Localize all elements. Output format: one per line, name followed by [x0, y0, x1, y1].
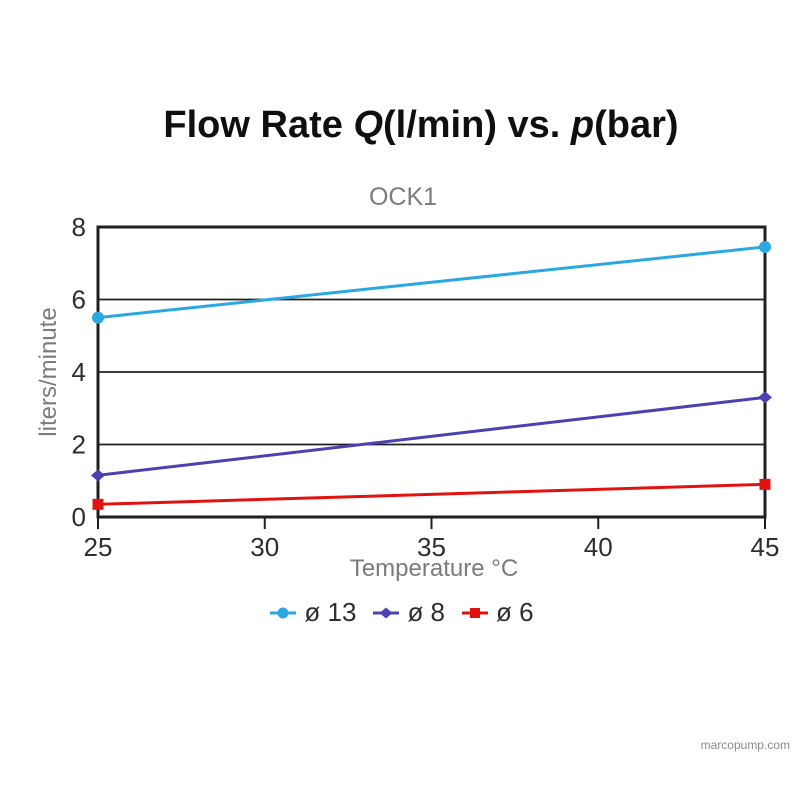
legend-label: ø 8 — [407, 597, 446, 627]
y-tick-label: 2 — [72, 430, 86, 460]
y-tick-label: 0 — [72, 502, 86, 532]
legend-item: ø 13 — [269, 597, 356, 628]
data-point-marker — [759, 478, 771, 490]
x-tick-label: 35 — [417, 532, 446, 562]
x-tick-label: 25 — [84, 532, 113, 562]
chart-subtitle: OCK1 — [368, 183, 438, 211]
legend: ø 13 ø 8 ø 6 — [0, 597, 803, 628]
x-tick-label: 45 — [751, 532, 780, 562]
legend-label: ø 6 — [496, 597, 534, 627]
legend-marker-icon — [373, 607, 400, 618]
data-point-marker — [91, 469, 105, 482]
data-point-marker — [92, 498, 104, 510]
data-point-marker — [92, 311, 104, 324]
series-line — [97, 245, 766, 320]
series-line — [97, 395, 766, 477]
data-point-marker — [379, 607, 393, 618]
x-tick-label: 40 — [584, 532, 613, 562]
series-line — [97, 482, 766, 506]
watermark: marcopump.com — [700, 738, 790, 752]
x-axis-label: Temperature °C — [349, 555, 519, 582]
legend-item: ø 8 — [372, 597, 445, 628]
legend-item: ø 6 — [461, 597, 534, 628]
plot-border — [96, 225, 767, 519]
y-tick-label: 6 — [72, 285, 86, 315]
y-axis-label: liters/minute — [35, 307, 62, 437]
y-tick-label: 4 — [72, 357, 86, 387]
y-tick-label: 8 — [72, 212, 86, 242]
legend-label: ø 13 — [304, 597, 357, 627]
data-point-marker — [758, 391, 772, 404]
data-point-marker — [470, 607, 481, 618]
legend-marker-icon — [462, 607, 489, 618]
data-point-marker — [277, 607, 289, 618]
title-segment: Flow Rate — [163, 104, 354, 146]
x-tick-label: 30 — [250, 532, 279, 562]
chart-title: Flow Rate Q(l/min) vs. p(bar) — [163, 103, 678, 149]
title-segment: (l/min) vs. — [383, 104, 571, 146]
title-segment: Q — [353, 104, 383, 146]
title-segment: (bar) — [594, 104, 679, 146]
title-segment: p — [570, 104, 595, 146]
legend-marker-icon — [270, 607, 297, 618]
data-point-marker — [759, 240, 771, 253]
